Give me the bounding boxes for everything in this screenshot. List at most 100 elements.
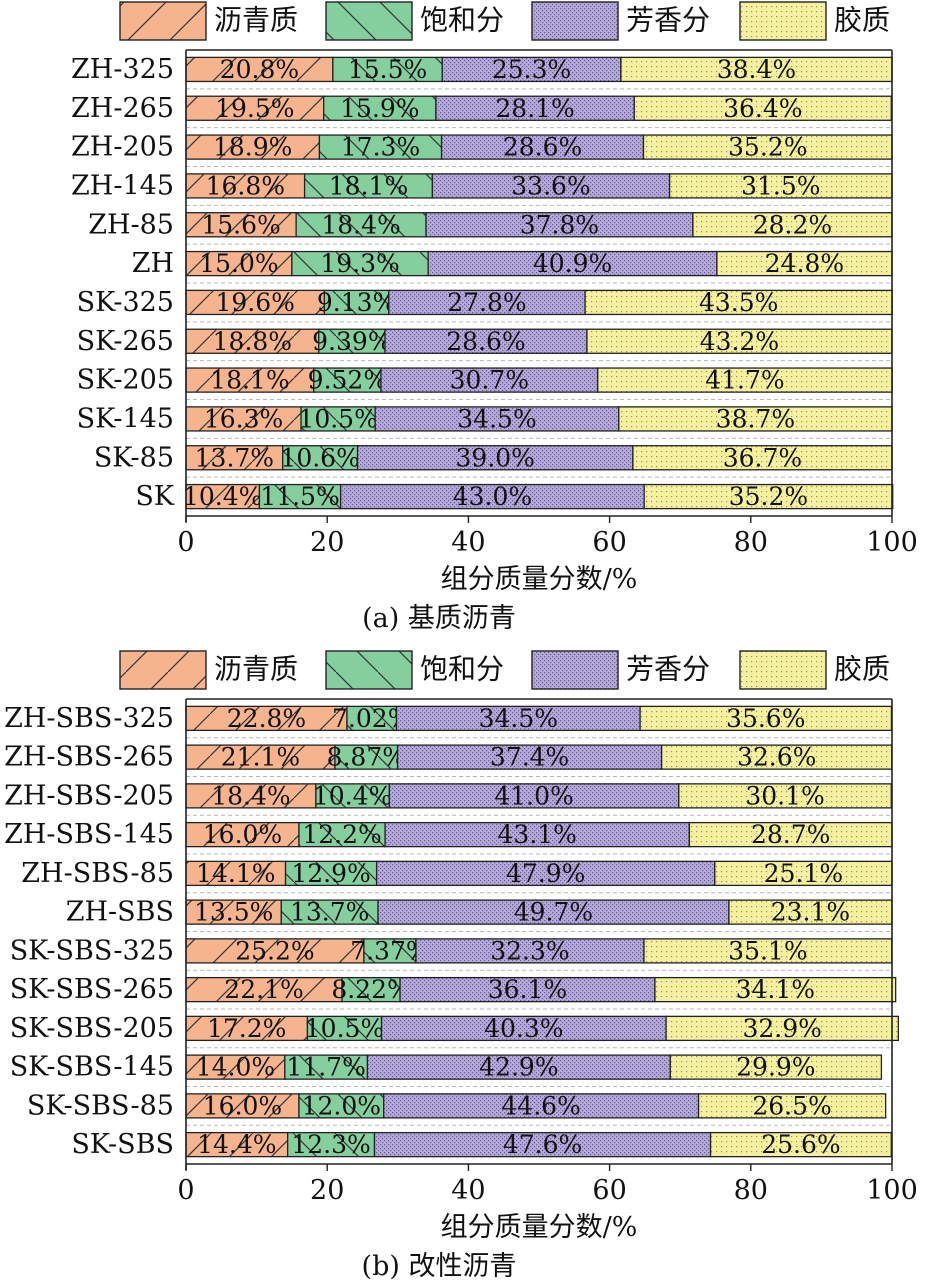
bar-row: SK-325 19.6% 9.13% 27.8% 43.5% [77,287,893,323]
data-label-aromatic: 27.8% [447,288,526,317]
data-label-aromatic: 30.7% [450,366,529,395]
category-label: SK-325 [77,287,174,318]
bar-row: SK-265 18.8% 9.39% 28.6% 43.2% [77,326,893,362]
bar-segment-saturate [298,1093,385,1119]
bar-row: ZH-SBS-325 22.8% 7.02% 34.5% 35.6% [4,703,893,739]
bar-row: SK-SBS-145 14.0% 11.7% 42.9% 29.9% [10,1052,892,1087]
data-label-resin: 28.2% [753,210,832,239]
data-label-asphaltene: 10.4% [183,482,262,511]
x-tick-label: 60 [592,1175,626,1206]
data-label-asphaltene: 19.6% [215,288,294,317]
data-label-resin: 32.9% [743,1014,822,1043]
data-label-saturate: 18.4% [321,210,400,239]
data-label-resin: 24.8% [765,249,844,278]
bar-segment-asphaltene [185,250,293,277]
data-label-asphaltene: 22.8% [227,704,306,733]
bar-segment-saturate [323,289,390,316]
data-label-saturate: 18.1% [329,171,408,200]
bar-row: ZH-SBS 13.5% 13.7% 49.7% 23.1% [66,897,893,932]
data-label-aromatic: 33.6% [511,171,590,200]
x-tick-label: 80 [734,1175,768,1206]
bar-segment-aromatic [415,938,645,964]
x-tick-label: 100 [866,1175,918,1206]
data-label-asphaltene: 14.4% [197,1130,276,1159]
bar-segment-resin [620,56,893,83]
bar-row: SK-SBS-325 25.2% 7.37% 32.3% 35.1% [10,935,893,971]
data-label-asphaltene: 18.1% [210,366,289,395]
category-label: SK-265 [77,326,174,357]
bar-row: ZH-205 18.9% 17.3% 28.6% 35.2% [71,132,893,167]
bar-segment-saturate [284,1054,369,1080]
data-label-saturate: 10.6% [280,443,359,472]
x-tick-label: 40 [451,527,485,558]
data-label-aromatic: 25.3% [492,55,571,84]
data-label-resin: 25.6% [761,1130,840,1159]
data-label-asphaltene: 18.4% [211,781,290,810]
data-label-saturate: 9.39% [312,327,391,356]
category-label: SK-145 [77,403,174,434]
bar-segment-asphaltene [185,821,300,848]
x-tick-label: 20 [310,527,344,558]
bar-segment-aromatic [339,483,645,510]
bar-segment-aromatic [384,821,691,848]
bar-row: ZH-325 20.8% 15.5% 25.3% 38.4% [71,54,893,90]
category-label: ZH-325 [71,54,174,85]
bar-row: SK 10.4%11.5% 43.0% 35.2% [135,481,894,512]
legend-label-resin: 胶质 [834,653,890,686]
bar-segment-aromatic [399,976,656,1003]
bar-segment-saturate [280,899,379,925]
category-label: ZH-SBS-85 [21,858,174,889]
bar-segment-asphaltene [185,328,320,354]
category-label: SK [135,481,174,512]
data-label-saturate: 15.9% [340,94,419,123]
category-label: ZH-SBS [66,897,174,928]
legend-swatch-resin [739,650,827,690]
data-label-saturate: 8.87% [327,743,406,772]
data-label-saturate: 10.4% [313,781,392,810]
bar-row: SK-85 13.7% 10.6% 39.0% 36.7% [94,442,893,478]
bar-segment-aromatic [383,1093,700,1119]
bar-segment-asphaltene [185,1054,286,1080]
bar-segment-resin [639,705,893,732]
data-label-aromatic: 40.3% [484,1014,563,1043]
data-label-saturate: 10.5% [298,404,377,433]
data-label-saturate: 10.5% [305,1014,384,1043]
legend-swatch-aromatic [531,650,619,690]
data-label-asphaltene: 14.1% [196,859,275,888]
bar-segment-asphaltene [185,483,261,510]
bar-segment-resin [692,212,893,238]
bar-segment-resin [714,860,893,887]
data-label-resin: 41.7% [705,366,784,395]
data-label-aromatic: 43.1% [498,820,577,849]
bar-segment-resin [665,1015,900,1042]
data-label-resin: 32.6% [737,743,816,772]
bar-row: SK-SBS 14.4% 12.3% 47.6% 25.6% [71,1129,892,1160]
bar-segment-resin [669,1054,883,1080]
data-label-asphaltene: 14.0% [196,1053,275,1082]
x-axis-title: 组分质量分数/% [441,564,638,595]
bar-row: ZH-SBS-145 16.0% 12.2% 43.1% 28.7% [4,819,893,855]
data-label-saturate: 12.3% [291,1130,370,1159]
data-label-asphaltene: 16.0% [203,820,282,849]
bar-segment-saturate [334,744,399,770]
data-label-asphaltene: 17.2% [207,1014,286,1043]
bar-segment-resin [660,744,893,770]
data-label-asphaltene: 16.0% [203,1091,282,1120]
legend-swatch-asphaltene [119,1,207,41]
bar-segment-asphaltene [185,134,321,160]
data-label-saturate: 11.7% [286,1053,365,1082]
bar-segment-resin [643,938,893,964]
data-label-aromatic: 41.0% [494,781,573,810]
category-label: SK-85 [94,442,174,473]
legend-label-aromatic: 芳香分 [626,653,710,686]
data-label-resin: 38.4% [717,55,796,84]
category-label: SK-SBS-85 [27,1090,174,1121]
bar-segment-resin [716,250,893,277]
bar-segment-asphaltene [185,1093,300,1119]
data-label-asphaltene: 15.6% [201,210,280,239]
x-tick-label: 40 [451,1175,485,1206]
data-label-asphaltene: 21.1% [221,743,300,772]
x-tick-label: 100 [866,527,918,558]
data-label-aromatic: 37.8% [520,210,599,239]
bar-row: ZH-265 19.5% 15.9% 28.1% 36.4% [71,93,892,129]
